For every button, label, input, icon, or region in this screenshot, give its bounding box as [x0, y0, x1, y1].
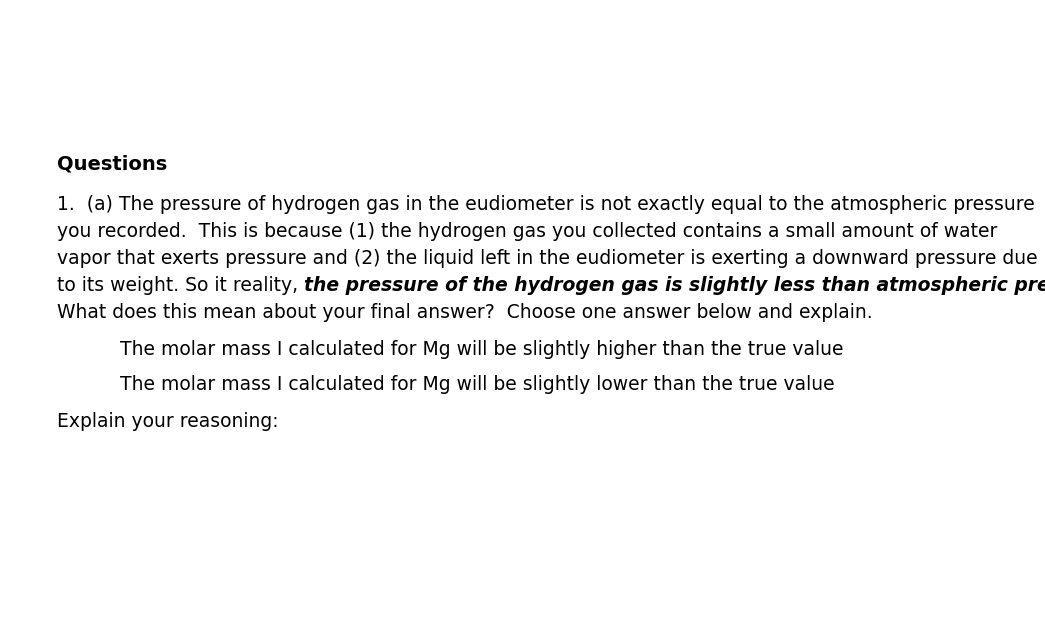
Text: to its weight. So it reality,: to its weight. So it reality,: [57, 276, 304, 295]
Text: the pressure of the hydrogen gas is slightly less than atmospheric pressure: the pressure of the hydrogen gas is slig…: [304, 276, 1045, 295]
Text: vapor that exerts pressure and (2) the liquid left in the eudiometer is exerting: vapor that exerts pressure and (2) the l…: [57, 249, 1038, 268]
Text: The molar mass I calculated for Mg will be slightly lower than the true value: The molar mass I calculated for Mg will …: [120, 375, 835, 394]
Text: you recorded.  This is because (1) the hydrogen gas you collected contains a sma: you recorded. This is because (1) the hy…: [57, 222, 997, 241]
Text: What does this mean about your final answer?  Choose one answer below and explai: What does this mean about your final ans…: [57, 303, 873, 322]
Text: Questions: Questions: [57, 155, 167, 174]
Text: The molar mass I calculated for Mg will be slightly higher than the true value: The molar mass I calculated for Mg will …: [120, 340, 843, 359]
Text: 1.  (a) The pressure of hydrogen gas in the eudiometer is not exactly equal to t: 1. (a) The pressure of hydrogen gas in t…: [57, 195, 1035, 214]
Text: Explain your reasoning:: Explain your reasoning:: [57, 412, 279, 431]
